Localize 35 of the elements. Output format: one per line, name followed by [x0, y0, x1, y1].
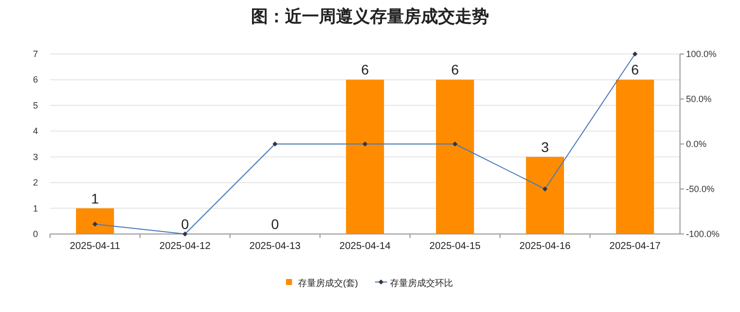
data-label: 1 — [91, 190, 100, 206]
legend-label: 存量房成交环比 — [390, 278, 453, 288]
y-tick-label: 2 — [32, 178, 38, 188]
y-tick-label: 1 — [32, 203, 38, 214]
x-tick-label: 2025-04-13 — [249, 241, 302, 252]
y2-tick-label: 50.0% — [686, 94, 712, 104]
y2-tick-label: -100.0% — [686, 229, 720, 239]
y2-tick-label: -50.0% — [686, 184, 715, 194]
y-tick-label: 0 — [32, 229, 38, 239]
y-tick-label: 6 — [32, 74, 38, 85]
x-tick-label: 2025-04-15 — [429, 241, 482, 252]
y-tick-label: 3 — [32, 152, 38, 162]
data-label: 0 — [271, 216, 280, 232]
legend-label: 存量房成交(套) — [298, 278, 358, 288]
data-label: 3 — [541, 138, 550, 155]
bar — [526, 156, 564, 234]
data-label: 6 — [451, 62, 460, 78]
bar — [436, 80, 474, 234]
bar — [616, 80, 654, 234]
y-tick-label: 4 — [32, 126, 38, 136]
data-label: 6 — [361, 62, 370, 78]
data-label: 0 — [181, 216, 190, 232]
y2-tick-label: 0.0% — [686, 139, 707, 149]
x-tick-label: 2025-04-11 — [70, 241, 121, 252]
x-tick-label: 2025-04-12 — [159, 241, 212, 252]
chart-title: 图：近一周遵义存量房成交走势 — [251, 7, 489, 26]
bar — [346, 80, 384, 234]
y-tick-label: 5 — [32, 100, 38, 110]
data-label: 6 — [631, 62, 640, 78]
x-tick-label: 2025-04-16 — [519, 241, 572, 252]
x-tick-label: 2025-04-14 — [339, 241, 392, 252]
y-tick-label: 7 — [32, 49, 38, 59]
bar — [76, 208, 114, 234]
y2-tick-label: 100.0% — [686, 49, 717, 59]
x-tick-label: 2025-04-17 — [609, 241, 662, 252]
